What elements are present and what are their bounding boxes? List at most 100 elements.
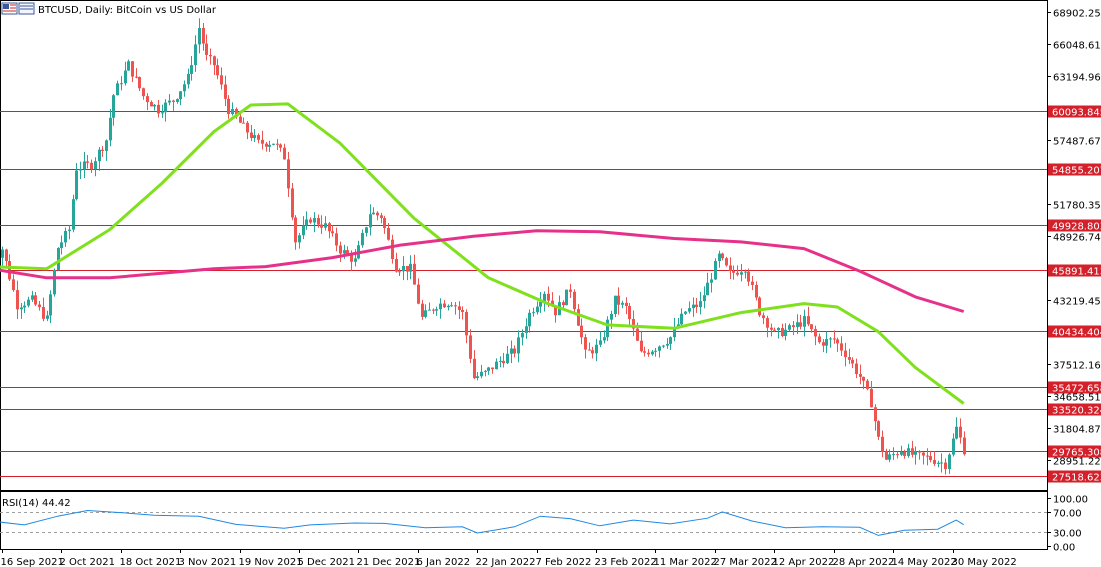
candle-body <box>116 83 119 96</box>
candle-body <box>521 333 524 338</box>
candle-body <box>435 309 438 311</box>
candle-body <box>673 327 676 338</box>
candle-body <box>313 218 316 223</box>
candle-body <box>428 309 431 311</box>
candle-body <box>94 161 97 170</box>
price-tick-label: 57487.675 <box>1053 137 1101 148</box>
candle-body <box>755 284 758 298</box>
candle-body <box>551 300 554 306</box>
candle-body <box>168 100 171 103</box>
candle-body <box>625 302 628 307</box>
candle-body <box>64 230 67 243</box>
candle-body <box>220 75 223 85</box>
candle-body <box>788 325 791 330</box>
level-label: 35472.658 <box>1052 384 1101 395</box>
candle-body <box>112 95 115 118</box>
candle-body <box>302 225 305 236</box>
candle-body <box>469 335 472 359</box>
candle-body <box>339 245 342 254</box>
candle-body <box>499 360 502 362</box>
candle-body <box>261 139 264 144</box>
candle-body <box>176 99 179 102</box>
candle-body <box>822 342 825 346</box>
time-tick-label: 28 Apr 2022 <box>833 557 895 567</box>
candle-body <box>577 309 580 326</box>
candle-body <box>439 303 442 310</box>
candle-body <box>38 304 41 308</box>
candle-body <box>636 328 639 341</box>
candle-body <box>933 459 936 464</box>
time-tick-label: 18 Oct 2021 <box>120 557 182 567</box>
candle-body <box>588 349 591 351</box>
candle-body <box>699 301 702 308</box>
candle-body <box>688 308 691 312</box>
candle-body <box>747 271 750 282</box>
rsi-panel-border <box>0 491 1048 550</box>
candle-body <box>484 370 487 372</box>
candle-body <box>703 295 706 302</box>
candle-body <box>525 326 528 334</box>
rsi-tick-label: 0.00 <box>1053 543 1075 554</box>
price-panel-border <box>0 0 1048 491</box>
candle-body <box>926 455 929 457</box>
candle-body <box>49 294 52 316</box>
candle-body <box>584 337 587 350</box>
candle-body <box>461 309 464 312</box>
rsi-tick-label: 70.00 <box>1053 509 1082 520</box>
candle-body <box>298 235 301 243</box>
candle-body <box>877 421 880 437</box>
candle-body <box>796 322 799 328</box>
candle-body <box>20 307 23 310</box>
candle-body <box>513 348 516 354</box>
candle-body <box>773 329 776 331</box>
candle-body <box>335 233 338 246</box>
candle-body <box>424 310 427 317</box>
candles <box>1 18 966 475</box>
time-tick-label: 7 Feb 2022 <box>536 557 592 567</box>
candle-body <box>918 451 921 453</box>
candle-body <box>202 27 205 44</box>
candle-body <box>536 306 539 313</box>
price-panel <box>0 0 1048 491</box>
candle-body <box>101 149 104 151</box>
candle-body <box>417 284 420 304</box>
candle-body <box>124 70 127 84</box>
candle-body <box>135 76 138 78</box>
candle-body <box>127 61 130 71</box>
level-label: 40434.404 <box>1052 328 1101 339</box>
time-tick-label: 22 Jan 2022 <box>476 557 536 567</box>
level-label: 60093.845 <box>1052 108 1101 119</box>
candle-body <box>963 437 966 455</box>
candle-body <box>213 56 216 66</box>
level-label: 45891.413 <box>1052 267 1101 278</box>
candle-body <box>833 338 836 340</box>
candle-body <box>209 54 212 57</box>
candle-body <box>866 380 869 389</box>
candle-body <box>454 305 457 307</box>
candle-body <box>98 149 101 162</box>
candle-body <box>142 88 145 97</box>
level-label: 29765.308 <box>1052 448 1101 459</box>
candle-body <box>532 312 535 314</box>
candle-body <box>283 147 286 160</box>
candle-body <box>621 302 624 305</box>
candle-body <box>450 305 453 307</box>
candle-body <box>940 462 943 464</box>
candle-body <box>246 122 249 133</box>
candle-body <box>684 311 687 314</box>
candle-body <box>502 360 505 364</box>
candle-body <box>952 438 955 455</box>
price-tick-label: 43219.455 <box>1053 297 1101 308</box>
candle-body <box>305 219 308 226</box>
candle-body <box>487 367 490 371</box>
candle-body <box>465 311 468 336</box>
candle-body <box>628 306 631 319</box>
rsi-panel: 100.00 70.00 30.00 0.00 <box>0 491 1088 554</box>
fast-moving-average-line <box>0 102 965 405</box>
candle-body <box>279 144 282 148</box>
candle-body <box>692 304 695 309</box>
candle-body <box>235 109 238 117</box>
candle-body <box>900 451 903 455</box>
candle-body <box>547 293 550 301</box>
candle-body <box>86 161 89 163</box>
